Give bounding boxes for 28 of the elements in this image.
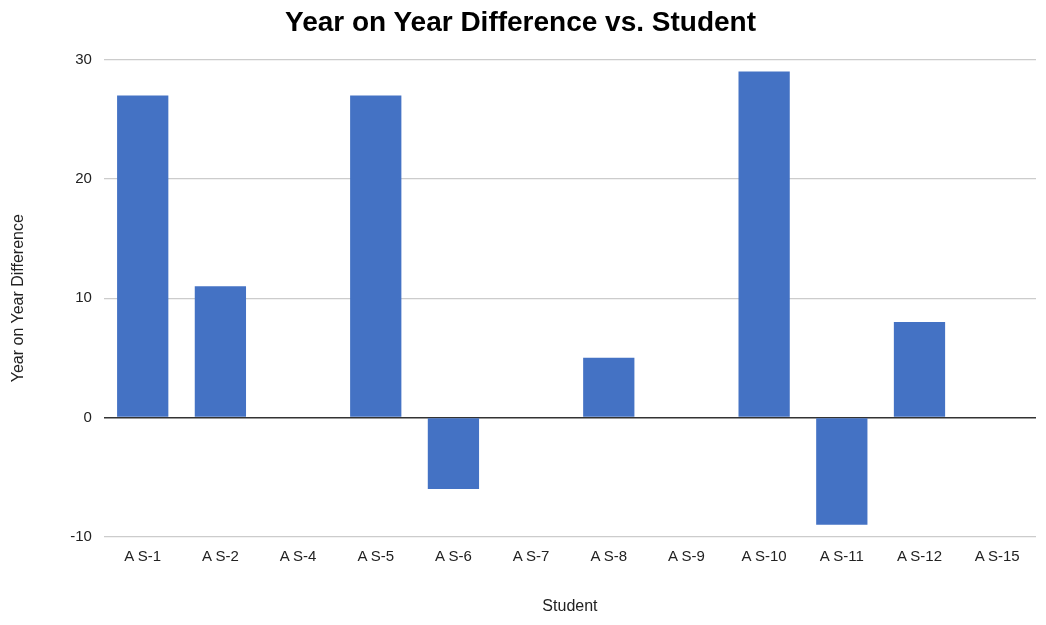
x-tick-label: A S-4 <box>279 546 317 564</box>
x-tick-label: A S-10 <box>741 546 787 564</box>
x-tick-label: A S-12 <box>896 546 942 564</box>
y-tick-label: 0 <box>83 407 92 425</box>
bar <box>816 418 868 525</box>
bar <box>350 95 402 417</box>
x-tick-label: A S-11 <box>819 546 864 564</box>
bar <box>893 322 946 417</box>
bar <box>583 357 635 417</box>
x-tick-label: A S-9 <box>668 546 705 564</box>
y-tick-label: 10 <box>75 288 92 306</box>
bar <box>194 286 247 417</box>
bar <box>427 418 480 490</box>
y-tick-label: -10 <box>70 526 92 544</box>
chart-title: Year on Year Difference vs. Student <box>284 5 757 37</box>
x-tick-label: A S-7 <box>512 546 550 564</box>
bar <box>117 95 169 417</box>
x-tick-label: A S-1 <box>124 546 162 564</box>
y-tick-label: 20 <box>75 169 92 187</box>
y-tick-label: 30 <box>75 49 92 67</box>
x-tick-label: A S-8 <box>590 546 628 564</box>
x-tick-label: A S-6 <box>435 546 472 564</box>
bar <box>738 71 790 417</box>
x-tick-label: A S-2 <box>202 546 239 564</box>
y-axis-title: Year on Year Difference <box>9 214 27 383</box>
x-axis-title: Student <box>542 596 599 614</box>
x-tick-label: A S-15 <box>974 546 1020 564</box>
x-tick-label: A S-5 <box>357 546 395 564</box>
